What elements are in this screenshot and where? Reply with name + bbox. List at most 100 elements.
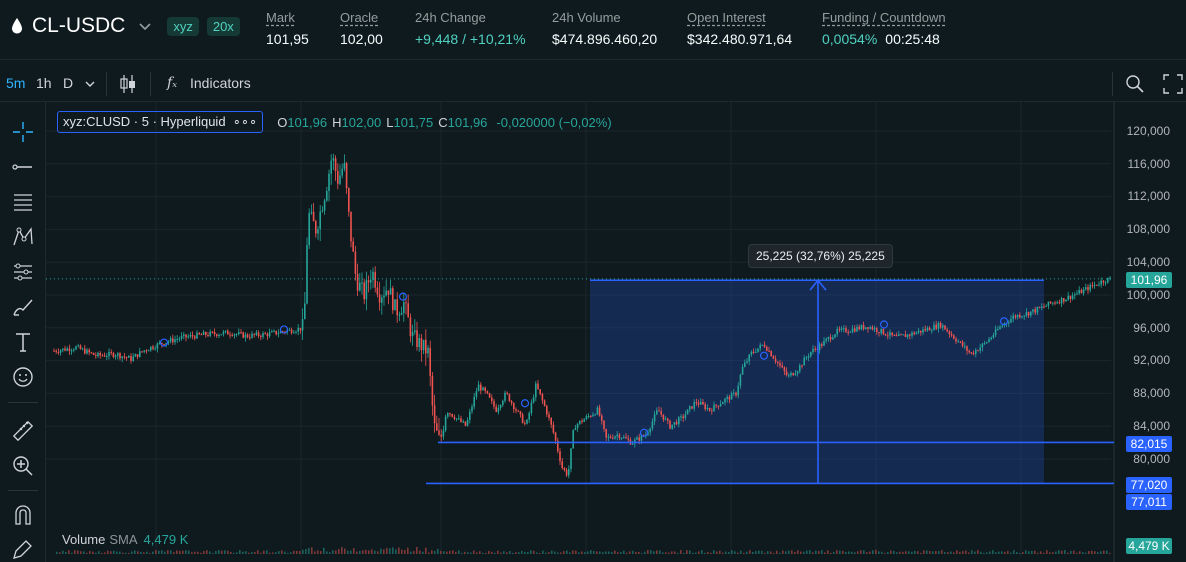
interval-5m[interactable]: 5m: [6, 75, 26, 91]
volume-bar: [134, 550, 136, 554]
volume-bar: [887, 551, 889, 554]
volume-bar: [911, 551, 913, 554]
candle-body: [499, 405, 502, 408]
candle-body: [55, 350, 57, 352]
volume-bar: [104, 552, 106, 554]
volume-bar: [467, 552, 469, 554]
price-tick: 100,000: [1126, 288, 1170, 302]
candle-body: [491, 397, 493, 401]
symbol-label[interactable]: xyz:CLUSD · 5 · Hyperliquid ∘∘∘: [57, 111, 264, 133]
candle-body: [121, 356, 123, 359]
candle-body: [913, 332, 915, 335]
event-marker: [520, 399, 530, 408]
interval-d[interactable]: D: [63, 75, 74, 91]
candle-body: [471, 406, 473, 412]
magnet-tool[interactable]: [8, 500, 38, 530]
fullscreen-icon[interactable]: [1162, 73, 1184, 95]
screenshot-search-icon[interactable]: [1124, 73, 1146, 95]
candle-body: [387, 290, 390, 295]
fib-tool[interactable]: [8, 187, 38, 217]
candle-body: [1030, 311, 1032, 316]
candle-body: [682, 416, 684, 419]
candle-body: [367, 280, 370, 283]
candle-body: [425, 339, 427, 354]
text-tool[interactable]: [8, 327, 38, 357]
candle-body: [574, 428, 577, 431]
brush-tool[interactable]: [8, 292, 38, 322]
interval-1h[interactable]: 1h: [36, 75, 52, 91]
volume-bar: [776, 550, 778, 554]
chevron-down-icon[interactable]: [137, 18, 153, 34]
candle-body: [1052, 302, 1054, 304]
candle-body: [939, 322, 942, 328]
candle-body: [328, 173, 330, 192]
zoom-tool[interactable]: [8, 451, 38, 481]
volume-bar: [578, 552, 580, 554]
volume-bar: [77, 550, 79, 554]
volume-bar: [413, 551, 415, 554]
volume-bar: [359, 550, 361, 554]
pattern-tool[interactable]: [8, 222, 38, 252]
volume-bar: [518, 552, 520, 554]
volume-bar: [341, 547, 343, 554]
volume-bar: [275, 552, 277, 554]
volume-bar: [902, 551, 904, 554]
candle-body: [887, 335, 889, 337]
pair-name: CL-USDC: [32, 14, 126, 37]
candle-body: [172, 338, 174, 343]
prediction-tool[interactable]: [8, 257, 38, 287]
candle-body: [75, 346, 77, 350]
price-chart[interactable]: [46, 102, 1186, 562]
emoji-tool[interactable]: [8, 362, 38, 392]
volume-bar: [884, 552, 886, 554]
trend-line-tool[interactable]: [8, 152, 38, 182]
candle-body: [634, 439, 636, 444]
indicators-button[interactable]: Indicators: [190, 75, 251, 91]
stat-label[interactable]: Oracle: [340, 10, 379, 25]
candle-body: [550, 417, 552, 425]
lock-drawing-tool[interactable]: [8, 534, 38, 562]
volume-bar: [929, 550, 931, 554]
volume-bar: [308, 547, 310, 554]
candle-body: [966, 346, 968, 351]
measure-tool[interactable]: [8, 416, 38, 446]
chevron-down-icon[interactable]: [84, 79, 96, 89]
volume-bar: [755, 551, 757, 554]
level-high-tag: 82,015: [1126, 436, 1172, 452]
candle-body: [68, 348, 71, 352]
volume-bar: [233, 552, 235, 554]
candle-body: [944, 325, 946, 330]
stat-value: $474.896.460,20: [552, 31, 658, 47]
stat-label[interactable]: Mark: [266, 10, 295, 25]
more-icon[interactable]: ∘∘∘: [232, 114, 258, 129]
candle-body: [495, 406, 497, 412]
stat-label[interactable]: Open Interest: [687, 10, 766, 25]
crosshair-tool[interactable]: [8, 117, 38, 147]
leverage-badge[interactable]: 20x: [206, 16, 240, 36]
volume-bar: [281, 550, 283, 554]
candle-body: [345, 163, 348, 189]
candle-body: [950, 334, 953, 336]
candle-body: [915, 332, 918, 335]
volume-bar: [524, 551, 526, 554]
volume-bar: [257, 550, 259, 554]
volume-bar: [728, 551, 730, 554]
candle-body: [178, 338, 181, 340]
price-tick: 116,000: [1127, 157, 1171, 171]
candle-body: [1078, 290, 1080, 294]
candles-icon[interactable]: [119, 73, 137, 95]
volume-sma: SMA: [109, 532, 138, 547]
candle-body: [1023, 315, 1025, 317]
candle-body: [189, 334, 192, 337]
stat-label[interactable]: Funding / Countdown: [822, 10, 946, 25]
candle-body: [715, 404, 717, 406]
indicators-icon[interactable]: 𝑓ₓ: [167, 75, 178, 91]
candle-body: [240, 332, 242, 334]
candle-body: [262, 333, 264, 337]
pair-selector[interactable]: CL-USDC xyz 20x: [10, 14, 240, 38]
pencil-lock-icon: [13, 540, 32, 559]
volume-bar: [581, 551, 583, 554]
volume-bar: [1061, 550, 1063, 554]
volume-bar: [1040, 551, 1042, 554]
volume-bar: [242, 551, 244, 554]
